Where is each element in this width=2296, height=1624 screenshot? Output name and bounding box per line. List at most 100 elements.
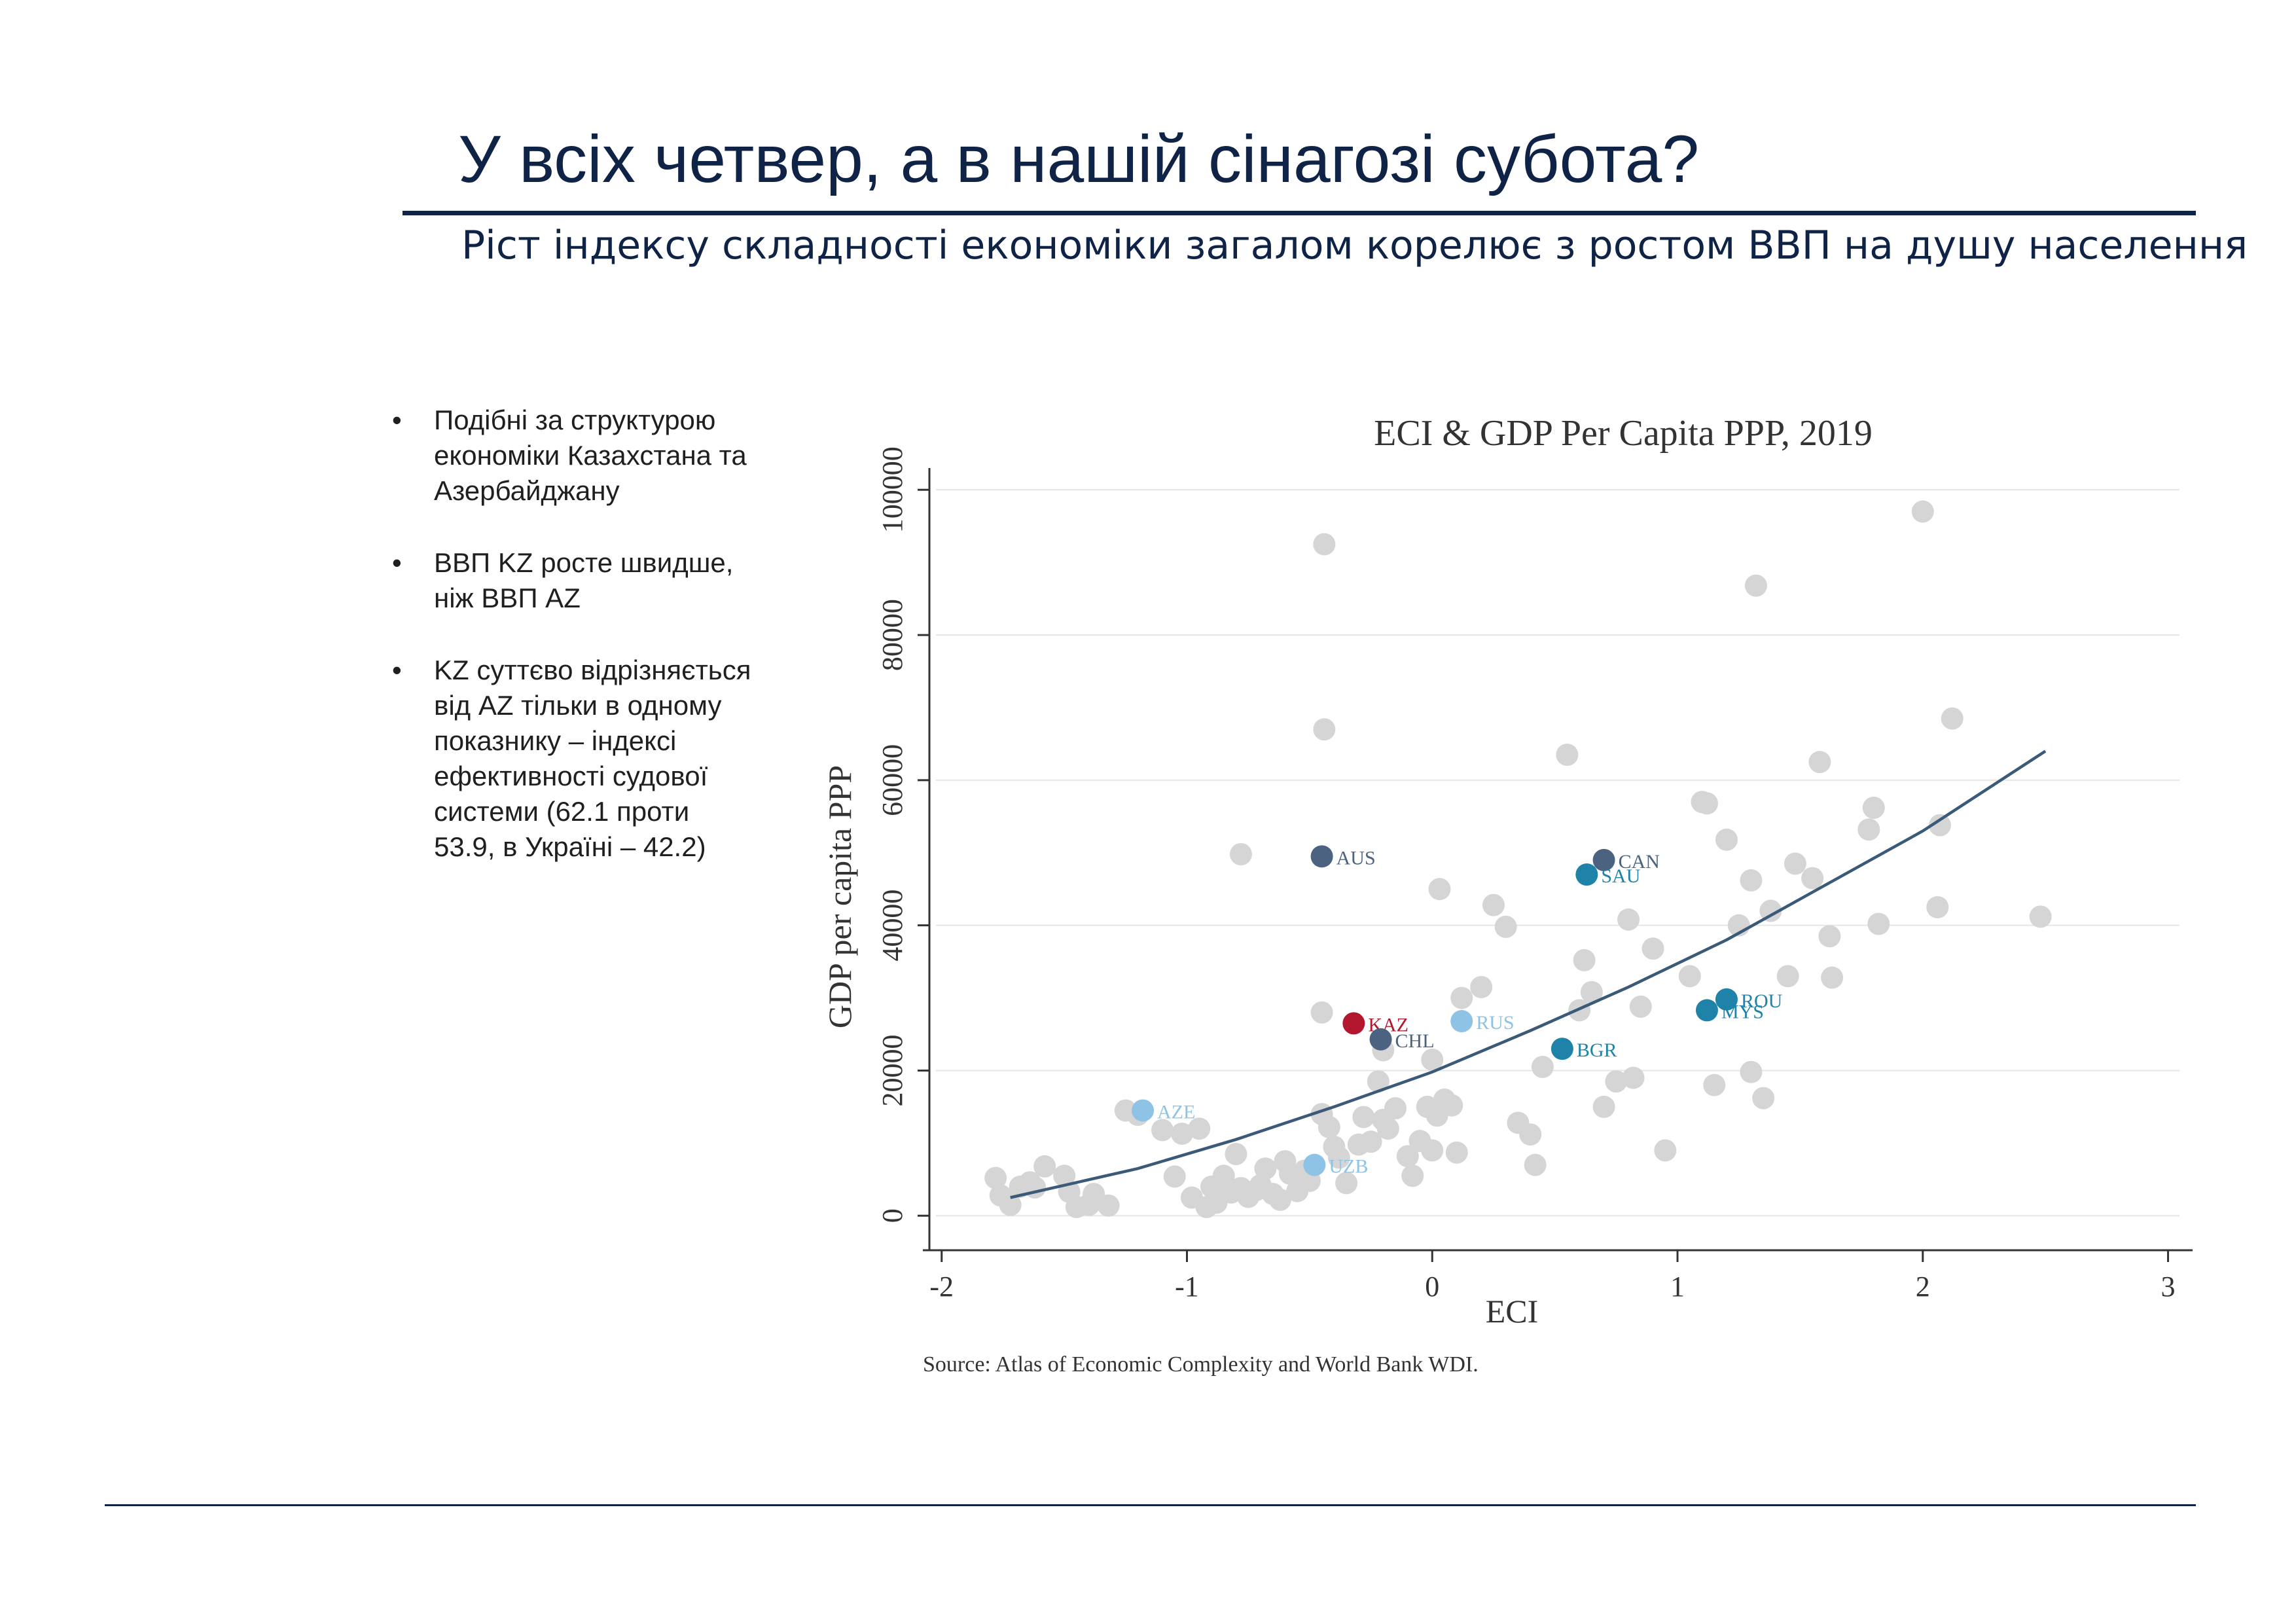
footer-rule xyxy=(105,1504,2196,1506)
highlight-point xyxy=(1551,1038,1573,1060)
y-axis-label: GDP per capita PPP xyxy=(821,765,858,1028)
data-point xyxy=(1384,1097,1407,1120)
data-point xyxy=(1225,1143,1247,1166)
y-tick-label: 100000 xyxy=(876,446,908,533)
data-point xyxy=(1818,925,1841,948)
data-point xyxy=(1752,1087,1775,1110)
page-subtitle: Ріст індексу складності економіки загало… xyxy=(461,223,2248,268)
data-point xyxy=(1580,981,1603,1003)
x-tick-label: 2 xyxy=(1916,1271,1930,1303)
data-point xyxy=(1556,744,1579,767)
data-point xyxy=(1033,1155,1056,1178)
data-point xyxy=(1759,899,1782,922)
x-tick-label: -2 xyxy=(929,1271,954,1303)
data-point xyxy=(1524,1153,1547,1176)
x-tick-label: 0 xyxy=(1425,1271,1439,1303)
highlight-point xyxy=(1303,1153,1326,1176)
data-point xyxy=(1519,1123,1542,1146)
data-point xyxy=(1703,1074,1726,1096)
data-point xyxy=(1629,995,1652,1018)
highlight-point xyxy=(1575,863,1598,886)
highlight-label: UZB xyxy=(1329,1156,1368,1178)
data-point xyxy=(1401,1164,1424,1187)
page-title: У всіх четвер, а в нашій сінагозі субота… xyxy=(458,122,1700,196)
data-point xyxy=(1421,1048,1444,1071)
data-point xyxy=(1359,1130,1382,1153)
x-tick-label: -1 xyxy=(1175,1271,1199,1303)
data-point xyxy=(984,1166,1007,1189)
data-point xyxy=(1097,1194,1120,1217)
data-point xyxy=(1695,792,1718,815)
data-point xyxy=(1678,965,1701,988)
bullet-text: KZ суттєво відрізняється від AZ тільки в… xyxy=(434,655,751,862)
data-point xyxy=(1494,915,1517,938)
bullet-glyph: • xyxy=(392,405,402,435)
title-underline xyxy=(403,211,2196,215)
bullet-item: • ВВП KZ росте швидше, ніж ВВП AZ xyxy=(389,545,756,616)
y-tick-label: 20000 xyxy=(876,1034,908,1106)
points-layer xyxy=(984,500,2052,1218)
bullet-text: ВВП KZ росте швидше, ніж ВВП AZ xyxy=(434,547,734,613)
highlight-point xyxy=(1132,1099,1155,1122)
x-tick-label: 3 xyxy=(2161,1271,2176,1303)
data-point xyxy=(2029,905,2052,928)
highlight-label: AZE xyxy=(1157,1101,1195,1123)
highlight-label: CAN xyxy=(1619,851,1660,873)
data-point xyxy=(1151,1119,1174,1142)
data-point xyxy=(1482,893,1505,916)
data-point xyxy=(1352,1106,1375,1128)
data-point xyxy=(1212,1164,1235,1187)
data-point xyxy=(1268,1188,1291,1211)
data-point xyxy=(1654,1139,1677,1162)
highlight-label: RUS xyxy=(1476,1012,1514,1034)
data-point xyxy=(1821,966,1844,989)
data-point xyxy=(1188,1117,1211,1140)
data-point xyxy=(1605,1070,1628,1093)
data-point xyxy=(1445,1141,1468,1164)
highlight-label: CHL xyxy=(1395,1030,1435,1052)
y-tick-label: 60000 xyxy=(876,744,908,816)
highlight-point xyxy=(1695,999,1718,1022)
data-point xyxy=(1744,574,1767,597)
data-point xyxy=(1622,1066,1645,1089)
y-tick-label: 0 xyxy=(876,1208,908,1223)
x-tick-label: 1 xyxy=(1670,1271,1685,1303)
chart-source: Source: Atlas of Economic Complexity and… xyxy=(923,1352,1479,1377)
data-point xyxy=(1313,718,1336,741)
data-point xyxy=(1171,1122,1193,1145)
data-point xyxy=(1808,751,1831,774)
data-point xyxy=(1715,828,1738,851)
data-point xyxy=(999,1193,1022,1216)
data-point xyxy=(1929,814,1951,837)
data-point xyxy=(1941,707,1964,730)
data-point xyxy=(1310,1001,1333,1024)
data-point xyxy=(1428,878,1451,901)
data-point xyxy=(1641,937,1664,960)
data-point xyxy=(1531,1055,1554,1078)
data-point xyxy=(1396,1145,1419,1168)
bullet-list: • Подібні за структурою економіки Казахс… xyxy=(389,403,756,901)
data-point xyxy=(1862,797,1885,820)
scatter-chart: ECI & GDP Per Capita PPP, 2019 0 20000 400… xyxy=(821,413,2193,1377)
highlight-point xyxy=(1715,988,1738,1011)
axis-layer: 0 20000 40000 60000 80000 100000 -2 -1 0 1 2 3 xyxy=(876,446,2193,1303)
data-point xyxy=(1441,1094,1463,1117)
y-tick-label: 40000 xyxy=(876,890,908,962)
highlight-point xyxy=(1592,848,1615,871)
data-point xyxy=(1327,1146,1350,1169)
data-point xyxy=(1911,500,1934,523)
highlight-label: BGR xyxy=(1577,1039,1617,1061)
data-point xyxy=(1740,1060,1763,1083)
fit-line xyxy=(1010,749,2047,1199)
data-point xyxy=(1335,1172,1358,1195)
highlight-point xyxy=(1310,845,1333,868)
bullet-text: Подібні за структурою економіки Казахста… xyxy=(434,405,747,506)
y-tick-label: 80000 xyxy=(876,599,908,671)
data-point xyxy=(1421,1139,1444,1162)
data-point xyxy=(1740,869,1763,892)
data-point xyxy=(1470,975,1493,998)
bullet-glyph: • xyxy=(392,655,402,685)
grid-layer xyxy=(936,489,2179,1217)
bullet-glyph: • xyxy=(392,547,402,578)
